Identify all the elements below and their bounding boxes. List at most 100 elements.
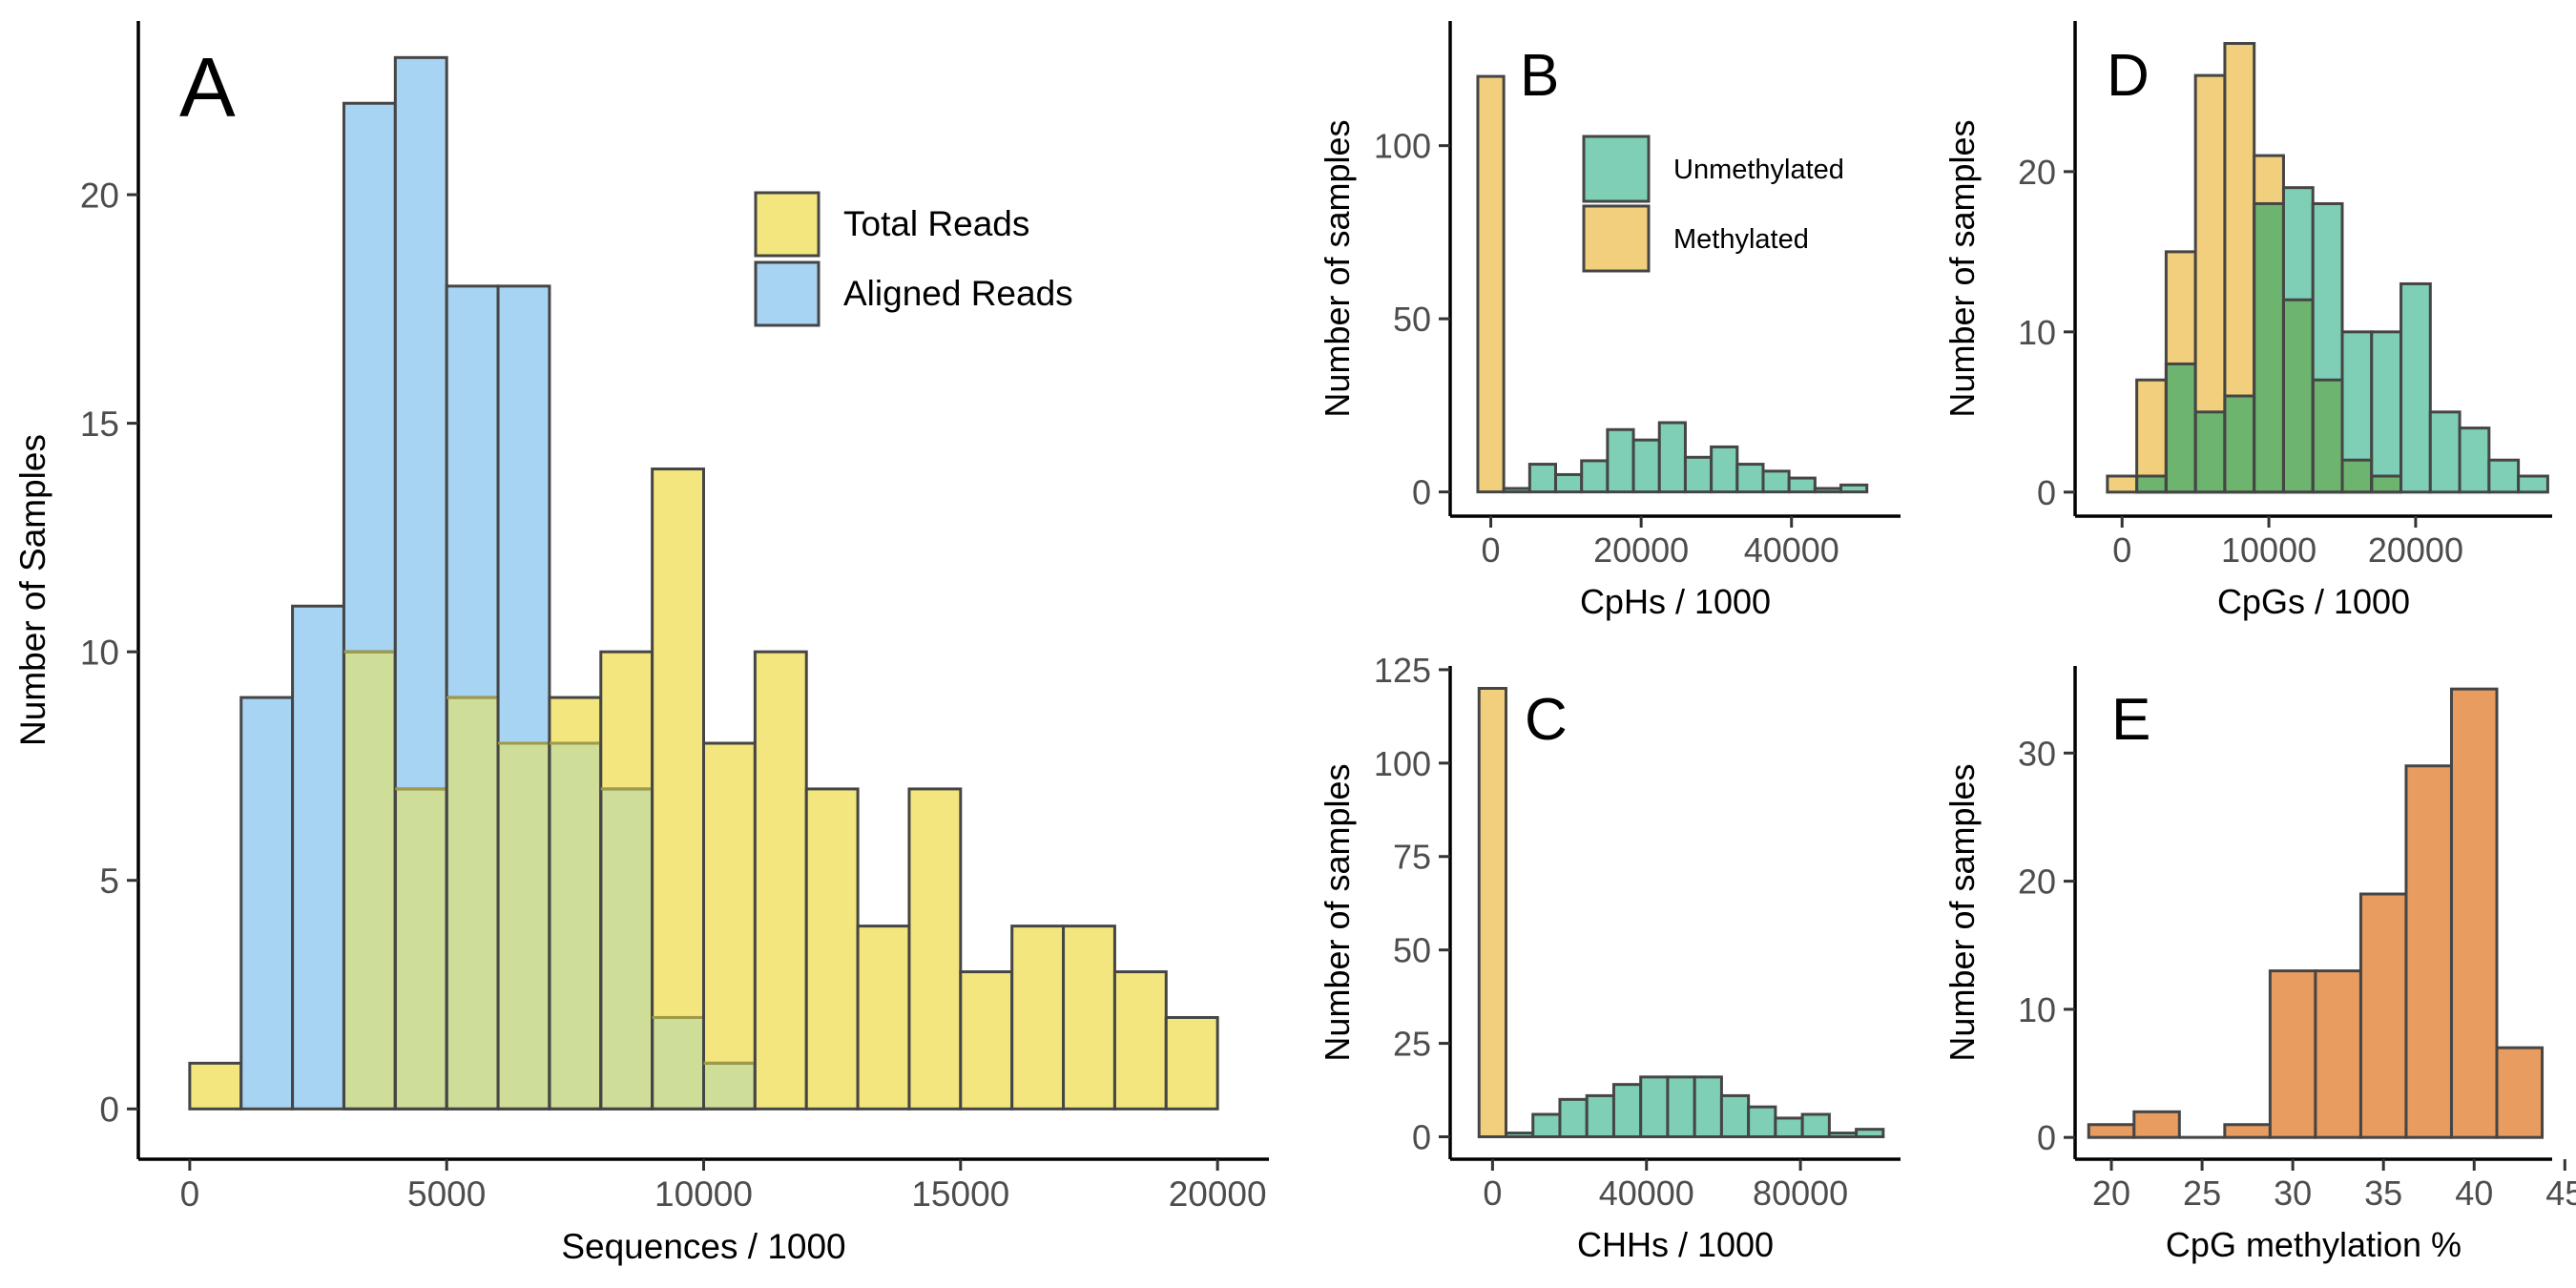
bar-outline <box>1164 1015 1219 1111</box>
bar <box>1640 1076 1668 1137</box>
bar <box>1504 488 1530 492</box>
bar <box>1477 76 1505 492</box>
bar <box>343 103 396 653</box>
legend-label: Aligned Reads <box>843 274 1073 313</box>
x-tick-label: 0 <box>2112 530 2131 570</box>
panel-label: D <box>2107 43 2150 109</box>
bar <box>2488 460 2519 492</box>
y-axis-label: Number of samples <box>1942 119 1982 417</box>
bar <box>2223 1123 2272 1139</box>
bar <box>2254 156 2284 204</box>
bar <box>2313 203 2342 381</box>
x-axis-label: CpGs / 1000 <box>2217 582 2410 621</box>
x-tick-label: 0 <box>180 1174 200 1214</box>
x-tick-label: 20000 <box>2368 530 2463 570</box>
bar-overlap <box>498 743 550 1110</box>
y-tick-label: 0 <box>2037 473 2056 512</box>
bar-outline <box>1477 687 1507 1138</box>
bar-overlap <box>600 788 653 1110</box>
bar-outline <box>1787 476 1817 494</box>
bar <box>2224 43 2254 397</box>
y-tick-label: 0 <box>1412 1117 1431 1156</box>
bar-overlap <box>2136 476 2167 492</box>
bar-overlap <box>703 1063 756 1110</box>
bar-outline <box>907 787 963 1111</box>
bar-outline <box>2517 474 2549 494</box>
bar <box>2342 331 2372 461</box>
bar <box>1789 478 1816 492</box>
panel-c: 0 40000 80000 0 25 50 75 100 125 CHHs / 1000 Numbe… <box>1318 651 1901 1264</box>
y-tick-label: 0 <box>1412 473 1431 512</box>
y-axis-label: Number of Samples <box>13 434 52 746</box>
bar <box>2358 892 2408 1139</box>
bar <box>2136 380 2167 477</box>
bar <box>806 788 859 1110</box>
bar <box>1166 1017 1218 1110</box>
bar-overlap <box>2254 203 2284 492</box>
bar <box>549 697 601 744</box>
y-tick-label: 75 <box>1393 838 1431 877</box>
bar <box>2283 187 2314 301</box>
panel-label: C <box>1525 687 1568 753</box>
y-tick-label: 0 <box>99 1091 119 1130</box>
bar-overlap <box>447 697 499 1110</box>
bar <box>2449 687 2499 1139</box>
bar <box>1694 1076 1722 1137</box>
panel-label: B <box>1520 43 1559 109</box>
x-axis-label: CHHs / 1000 <box>1577 1225 1774 1264</box>
bar-outline <box>2399 281 2432 494</box>
bar-outline <box>1855 1128 1885 1138</box>
bar <box>1856 1129 1883 1137</box>
bar <box>2166 251 2196 364</box>
bar-overlap <box>2342 460 2372 492</box>
y-tick-label: 20 <box>80 176 119 215</box>
y-tick-label: 5 <box>99 862 119 901</box>
y-tick-label: 10 <box>2018 990 2056 1029</box>
x-tick-label: 40000 <box>1744 530 1839 570</box>
bar-outline <box>1476 74 1506 494</box>
y-axis-label: Number of samples <box>1318 763 1357 1061</box>
y-tick-label: 100 <box>1374 127 1431 166</box>
y-tick-label: 20 <box>2018 153 2056 192</box>
bar-overlap <box>343 652 396 1110</box>
legend-label: Methylated <box>1673 224 1809 255</box>
bar <box>1802 1114 1830 1137</box>
y-tick-label: 15 <box>80 405 119 444</box>
bar-overlap <box>2166 364 2196 492</box>
x-tick-label: 0 <box>1483 1174 1502 1213</box>
bar <box>1613 1084 1641 1137</box>
x-tick-label: 35 <box>2364 1174 2402 1213</box>
bars <box>188 55 1219 1111</box>
x-tick-label: 30 <box>2274 1174 2312 1213</box>
bar <box>908 788 961 1110</box>
bar <box>1685 457 1712 492</box>
bar <box>1667 1076 1695 1137</box>
bar <box>1581 460 1608 492</box>
panel-b: 0 20000 40000 0 50 100 CpHs / 1000 Number of sa… <box>1318 21 1901 621</box>
bar <box>1506 1132 1533 1137</box>
bars <box>2106 42 2549 494</box>
bar <box>1559 1099 1588 1137</box>
bar <box>1721 1095 1749 1137</box>
x-tick-label: 40 <box>2455 1174 2493 1213</box>
x-axis-label: CpG methylation % <box>2166 1225 2462 1264</box>
bar-outline <box>1839 483 1869 494</box>
bar <box>395 57 447 789</box>
y-tick-label: 10 <box>80 634 119 673</box>
bar <box>2371 331 2401 477</box>
x-tick-label: 5000 <box>407 1174 486 1214</box>
y-tick-label: 100 <box>1374 744 1431 783</box>
panel-label: E <box>2111 687 2150 753</box>
x-tick-label: 10000 <box>654 1174 753 1214</box>
bar <box>2495 1046 2545 1139</box>
bars <box>2087 687 2545 1139</box>
bar <box>1114 971 1167 1110</box>
x-tick-label: 20 <box>2092 1174 2130 1213</box>
legend-label: Unmethylated <box>1673 155 1844 185</box>
bar <box>1479 688 1506 1137</box>
x-tick-label: 80000 <box>1753 1174 1848 1213</box>
bar <box>240 697 293 1110</box>
bar <box>1840 485 1867 492</box>
panel-d: 0 10000 20000 0 10 20 CpGs / 1000 Number of sam… <box>1942 21 2552 621</box>
